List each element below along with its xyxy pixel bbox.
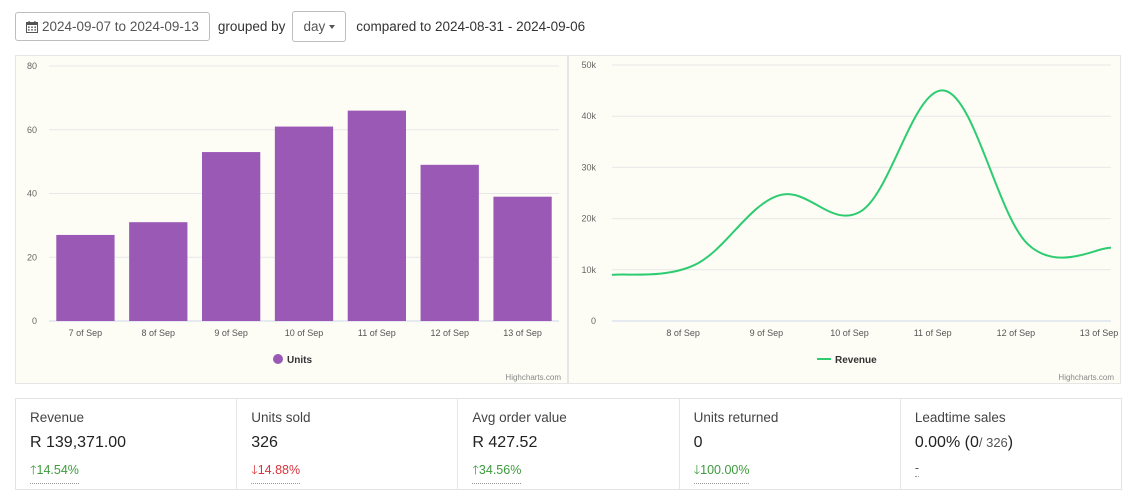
bar xyxy=(420,164,479,321)
y-tick-label: 40k xyxy=(581,111,596,121)
units-bar-chart: 0 20 40 60 80 7 of Sep 8 of Sep 9 of Sep 10 of S… xyxy=(27,61,561,382)
stat-label: Avg order value xyxy=(472,410,567,425)
revenue-line-chart: 0 10k 20k 30k 40k 50k 8 of Sep 9 of Sep 10 of Se… xyxy=(581,60,1119,382)
x-tick-label: 10 of Sep xyxy=(285,328,324,338)
bar xyxy=(493,196,552,321)
stat-value: 0 xyxy=(693,434,703,451)
y-tick-label: 0 xyxy=(32,316,37,326)
date-range-label: 2024-09-07 to 2024-09-13 xyxy=(42,19,199,34)
stat-value: 0.00% (0/ 326) xyxy=(915,434,1121,452)
calendar-icon xyxy=(26,20,38,33)
x-tick-label: 13 of Sep xyxy=(1080,328,1119,338)
compared-to-label: compared to 2024-08-31 - 2024-09-06 xyxy=(356,19,586,34)
grouped-by-label: grouped by xyxy=(217,19,286,34)
revenue-chart-panel: 0 10k 20k 30k 40k 50k 8 of Sep 9 of Sep 10 of Se… xyxy=(568,55,1121,384)
legend-label: Units xyxy=(287,355,312,366)
group-by-dropdown[interactable]: day xyxy=(292,11,347,42)
x-tick-label: 11 of Sep xyxy=(358,328,396,338)
chart-credits: Highcharts.com xyxy=(1058,373,1114,382)
stat-value-count: 0 xyxy=(969,434,979,451)
stat-value: 326 xyxy=(251,434,278,451)
stat-leadtime-sales: Leadtime sales 0.00% (0/ 326) - xyxy=(901,399,1121,489)
stat-change[interactable]: - xyxy=(914,461,919,477)
arrow-up-icon: 🡑 xyxy=(30,463,37,477)
stat-units-sold: Units sold 326 🡓14.88% xyxy=(237,399,459,489)
stat-change-value: 100.00% xyxy=(700,463,750,477)
group-by-value: day xyxy=(303,19,326,34)
x-tick-label: 9 of Sep xyxy=(214,328,248,338)
y-tick-label: 20k xyxy=(581,214,596,224)
y-tick-label: 50k xyxy=(581,60,596,70)
date-range-button[interactable]: 2024-09-07 to 2024-09-13 xyxy=(15,12,210,41)
x-tick-label: 8 of Sep xyxy=(142,328,176,338)
stat-change-value: 34.56% xyxy=(478,463,522,477)
stat-value: R 427.52 xyxy=(472,434,538,451)
x-tick-label: 13 of Sep xyxy=(503,328,542,338)
y-tick-label: 10k xyxy=(581,265,596,275)
stat-change[interactable]: 🡓100.00% xyxy=(693,461,750,484)
stat-value-main: 0.00% xyxy=(914,434,961,451)
x-tick-label: 8 of Sep xyxy=(666,328,700,338)
stat-label: Units sold xyxy=(251,410,311,425)
stat-change-value: 14.88% xyxy=(257,463,301,477)
stat-units-returned: Units returned 0 🡓100.00% xyxy=(680,399,901,489)
x-tick-label: 11 of Sep xyxy=(914,328,952,338)
caret-down-icon xyxy=(329,24,336,29)
stat-value-total: / 326 xyxy=(978,435,1008,450)
stat-value-paren-close: ) xyxy=(1007,434,1014,451)
toolbar: 2024-09-07 to 2024-09-13 grouped by day … xyxy=(15,11,585,42)
y-tick-label: 60 xyxy=(27,125,37,135)
arrow-down-icon: 🡓 xyxy=(251,463,258,477)
bar xyxy=(347,110,406,321)
stat-change-value: 14.54% xyxy=(36,463,79,477)
legend-label: Revenue xyxy=(835,355,877,366)
stat-label: Revenue xyxy=(30,410,85,425)
y-tick-label: 0 xyxy=(591,316,596,326)
bar xyxy=(129,222,188,321)
y-tick-label: 80 xyxy=(27,61,37,71)
stat-label: Units returned xyxy=(693,410,779,425)
revenue-series-line xyxy=(611,89,1112,276)
bar xyxy=(56,234,115,321)
x-tick-label: 12 of Sep xyxy=(430,328,469,338)
stat-change[interactable]: 🡑14.54% xyxy=(30,461,79,484)
x-tick-label: 7 of Sep xyxy=(69,328,103,338)
stat-value-paren-open: ( xyxy=(960,434,970,451)
y-tick-label: 40 xyxy=(27,189,37,199)
stats-bar: Revenue R 139,371.00 🡑14.54% Units sold … xyxy=(15,398,1122,490)
legend-marker xyxy=(273,354,283,364)
stat-revenue: Revenue R 139,371.00 🡑14.54% xyxy=(16,399,238,489)
bar xyxy=(274,126,334,321)
stat-value: R 139,371.00 xyxy=(30,434,127,451)
stat-change[interactable]: 🡓14.88% xyxy=(251,461,301,484)
stat-avg-order-value: Avg order value R 427.52 🡑34.56% xyxy=(458,399,680,489)
x-tick-label: 10 of Sep xyxy=(830,328,869,338)
arrow-down-icon: 🡓 xyxy=(693,463,701,477)
stat-change[interactable]: 🡑34.56% xyxy=(472,461,522,484)
y-tick-label: 20 xyxy=(27,252,37,262)
arrow-up-icon: 🡑 xyxy=(472,463,479,477)
bar xyxy=(202,152,261,321)
stat-label: Leadtime sales xyxy=(914,410,1006,425)
units-chart-panel: 0 20 40 60 80 7 of Sep 8 of Sep 9 of Sep 10 of S… xyxy=(15,55,568,384)
x-tick-label: 9 of Sep xyxy=(750,328,784,338)
chart-credits: Highcharts.com xyxy=(505,373,561,382)
y-tick-label: 30k xyxy=(581,162,596,172)
x-tick-label: 12 of Sep xyxy=(997,328,1036,338)
